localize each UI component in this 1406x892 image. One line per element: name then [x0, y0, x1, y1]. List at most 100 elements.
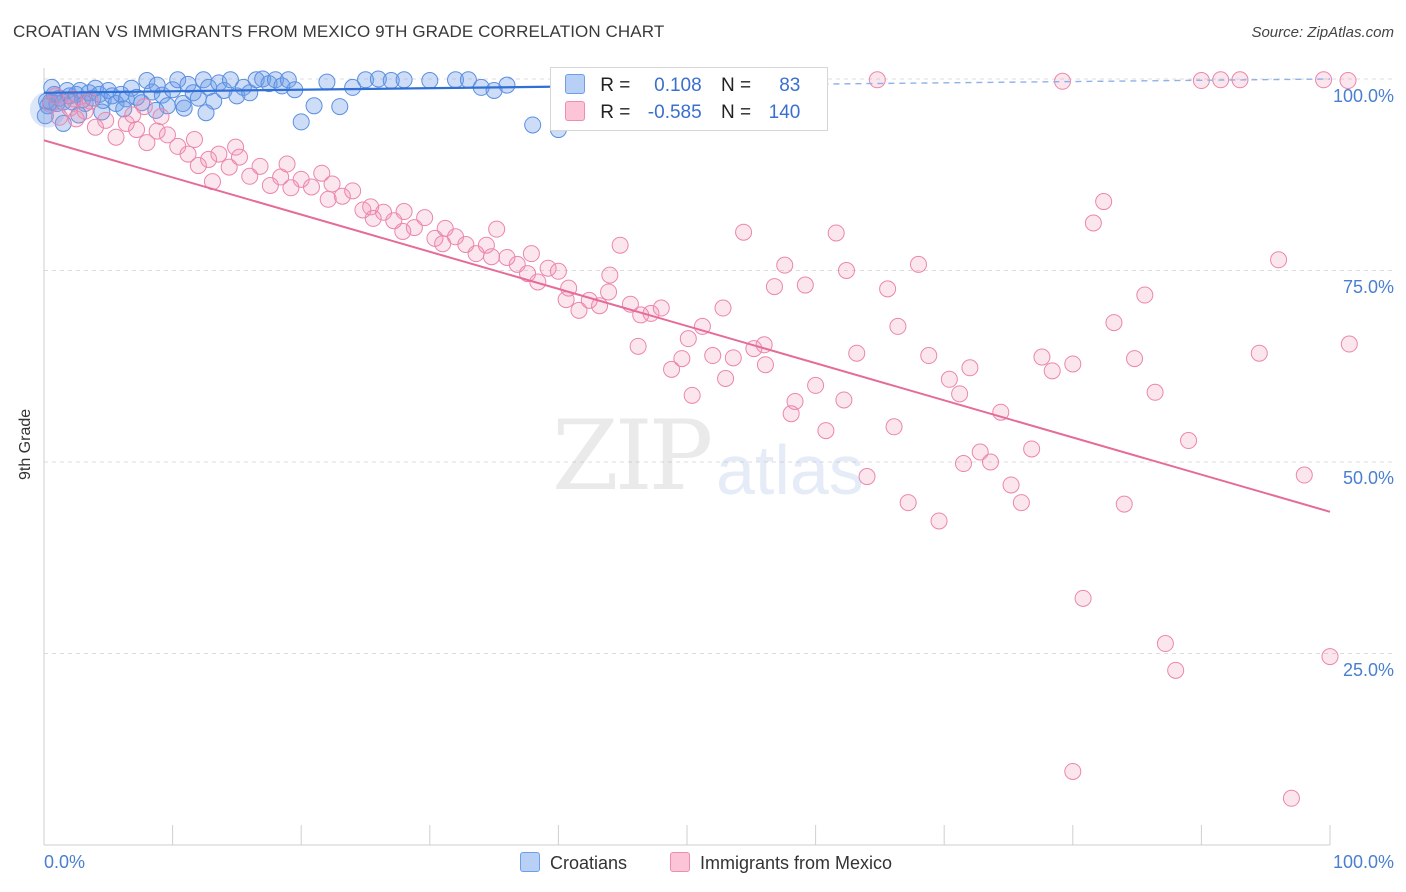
mexico-point: [1126, 350, 1144, 368]
mexico-trend-line: [43, 139, 1331, 513]
mexico-point: [868, 71, 886, 89]
legend-swatch-blue: [520, 852, 540, 872]
mexico-point: [1074, 589, 1092, 607]
mexico-point: [1270, 251, 1288, 269]
mexico-point: [395, 203, 413, 221]
mexico-point: [1002, 476, 1020, 494]
mexico-point: [1321, 648, 1339, 666]
y-tick-label: 75.0%: [1342, 277, 1394, 297]
mexico-point: [981, 453, 999, 471]
mexico-point: [1136, 286, 1154, 304]
mexico-point: [128, 121, 146, 139]
mexico-point: [230, 148, 248, 166]
mexico-point: [117, 114, 135, 132]
croatian-trend-line: [43, 85, 559, 94]
mexico-point: [693, 317, 711, 335]
mexico-point: [600, 283, 618, 301]
legend-label: Immigrants from Mexico: [700, 853, 893, 873]
mexico-point: [629, 337, 647, 355]
mexico-point: [1033, 348, 1051, 366]
croatian-point: [197, 104, 215, 122]
mexico-point: [210, 145, 228, 163]
croatian-point: [179, 75, 197, 93]
mexico-point: [1167, 661, 1185, 679]
croatian-point: [266, 71, 284, 89]
mexico-point: [848, 344, 866, 362]
mexico-point: [313, 164, 331, 182]
croatian-point: [369, 70, 387, 88]
mexico-point: [158, 126, 176, 144]
mexico-point: [394, 222, 412, 240]
mexico-point: [570, 301, 588, 319]
mexico-point: [86, 118, 104, 136]
mexico-point: [65, 90, 83, 108]
mexico-point: [539, 259, 557, 277]
mexico-point: [735, 223, 753, 241]
r-label: R =: [600, 102, 631, 123]
mexico-point: [152, 108, 170, 126]
mexico-point: [885, 418, 903, 436]
mexico-point: [837, 262, 855, 279]
mexico-point: [319, 190, 337, 208]
mexico-point: [1282, 789, 1300, 807]
mexico-point: [1340, 335, 1358, 353]
mexico-point: [920, 347, 938, 365]
croatian-point: [184, 84, 202, 102]
mexico-point: [858, 468, 876, 486]
croatian-point: [331, 98, 349, 116]
mexico-point: [278, 155, 296, 173]
mexico-point: [483, 248, 501, 266]
mexico-point: [138, 134, 156, 152]
mexico-point: [756, 356, 774, 374]
mexico-point: [971, 443, 989, 461]
mexico-point: [909, 255, 927, 273]
mexico-point: [663, 360, 681, 378]
croatian-trend-extension: [558, 78, 1331, 88]
mexico-point: [1043, 362, 1061, 380]
mexico-point: [1180, 432, 1198, 450]
mexico-point: [362, 198, 380, 216]
croatian-point: [279, 71, 297, 89]
n-label: N =: [720, 75, 752, 96]
mexico-point: [498, 248, 516, 266]
mexico-point: [251, 157, 269, 175]
n-value: 83: [779, 75, 801, 96]
r-value: -0.585: [647, 102, 702, 123]
mexico-point: [302, 178, 320, 196]
mexico-point: [817, 422, 835, 440]
mexico-point: [189, 157, 207, 175]
croatian-point: [498, 76, 516, 94]
croatian-point: [228, 87, 246, 105]
mexico-point: [673, 350, 691, 368]
mexico-point: [1084, 214, 1102, 232]
mexico-point: [1012, 494, 1030, 512]
n-label: N =: [720, 102, 752, 123]
mexico-point: [333, 187, 351, 205]
chart-source: Source: ZipAtlas.com: [1251, 24, 1394, 41]
mexico-point: [899, 494, 917, 512]
mexico-point: [97, 111, 115, 129]
croatian-point: [164, 81, 182, 99]
mexico-point: [954, 455, 972, 473]
mexico-point: [879, 280, 897, 298]
mexico-point: [1115, 495, 1133, 513]
mexico-point: [1095, 193, 1113, 211]
mexico-point: [135, 98, 153, 116]
mexico-point: [434, 235, 452, 253]
croatian-cluster-point: [29, 91, 66, 128]
croatian-point: [93, 103, 111, 121]
mexico-point: [776, 256, 794, 274]
croatian-point: [292, 113, 310, 131]
mexico-point: [1295, 466, 1313, 484]
mexico-point: [679, 330, 697, 348]
mexico-point: [107, 128, 125, 146]
legend-item-croatians: Croatians: [520, 852, 627, 874]
mexico-point: [601, 266, 619, 284]
mexico-point: [1156, 635, 1174, 653]
x-tick-label: 0.0%: [44, 852, 86, 872]
y-tick-label: 50.0%: [1342, 468, 1394, 488]
mexico-point: [41, 95, 59, 113]
mexico-point: [220, 158, 238, 176]
croatian-point: [221, 71, 239, 89]
mexico-point: [940, 370, 958, 388]
